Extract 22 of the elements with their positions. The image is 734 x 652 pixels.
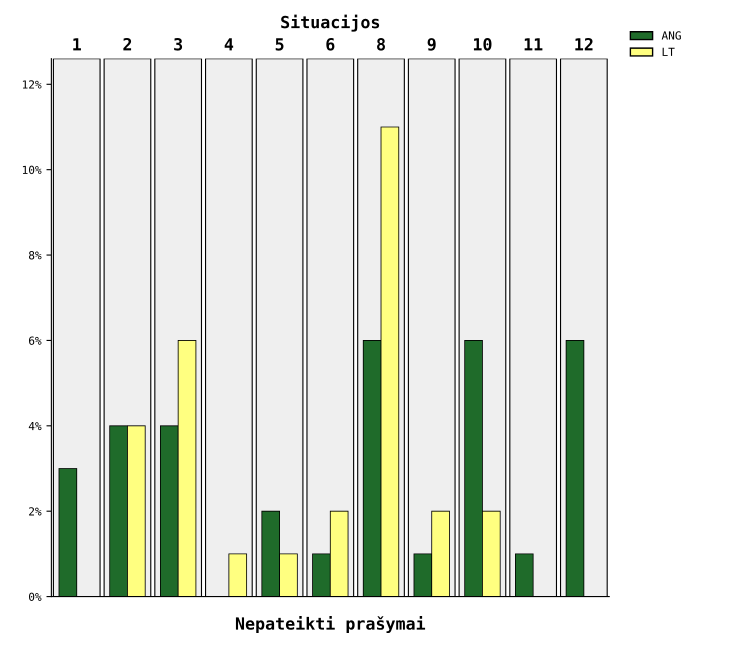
x-axis-title: Nepateikti prašymai [236, 616, 426, 634]
y-tick-label: 12% [22, 80, 42, 89]
legend-label: ANG [662, 31, 681, 40]
chart-title: Situacijos [281, 14, 380, 32]
y-tick-label: 8% [28, 251, 42, 260]
y-tick-label: 10% [22, 166, 42, 174]
x-tick-label: 5 [276, 38, 284, 51]
x-tick-label: 4 [224, 38, 234, 50]
x-tick-label: 12 [575, 38, 593, 50]
x-tick-label: 9 [428, 38, 436, 51]
legend-label: LT [662, 48, 675, 56]
x-tick-label: 6 [326, 38, 334, 51]
x-tick-label: 11 [524, 38, 542, 50]
y-tick-label: 2% [29, 507, 42, 516]
x-tick-label: 10 [474, 38, 492, 51]
y-tick-label: 0% [29, 592, 42, 601]
y-tick-label: 4% [28, 422, 42, 430]
x-tick-label: 8 [377, 38, 385, 51]
x-tick-label: 3 [174, 38, 182, 51]
x-tick-label: 2 [123, 38, 132, 50]
y-tick-label: 6% [29, 336, 42, 345]
x-tick-label: 1 [73, 38, 81, 50]
